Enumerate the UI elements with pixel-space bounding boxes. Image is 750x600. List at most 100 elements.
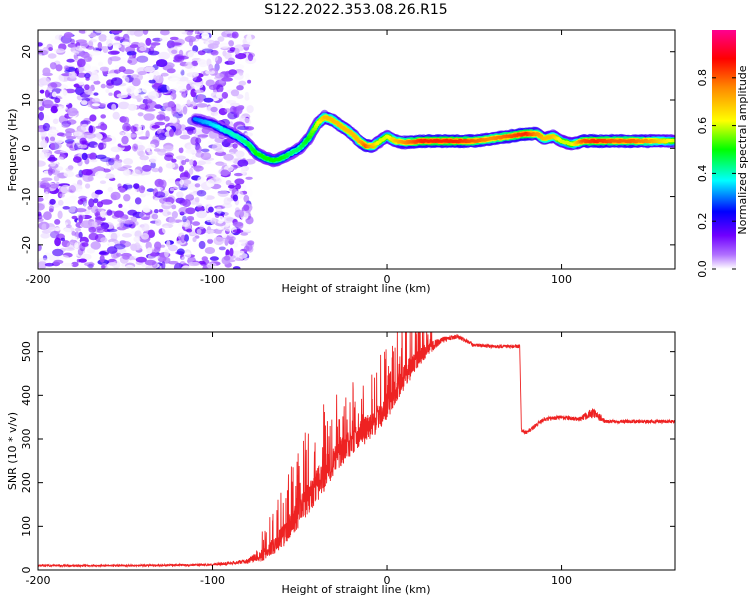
noise-blob bbox=[108, 92, 113, 96]
noise-blob bbox=[224, 108, 232, 113]
noise-blob bbox=[228, 232, 234, 237]
noise-blob bbox=[60, 237, 66, 242]
noise-blob bbox=[206, 262, 217, 269]
noise-blob bbox=[224, 52, 232, 60]
noise-blob bbox=[188, 167, 194, 175]
colorbar-tick-label: 0.0 bbox=[696, 260, 709, 278]
noise-blob bbox=[102, 46, 109, 53]
y-tick-label: 0 bbox=[20, 145, 33, 152]
noise-blob bbox=[53, 259, 64, 265]
noise-blob bbox=[84, 84, 90, 90]
y-tick-label: 20 bbox=[20, 45, 33, 59]
noise-blob bbox=[184, 35, 197, 43]
noise-blob bbox=[216, 215, 225, 224]
noise-blob bbox=[84, 262, 95, 267]
noise-blob bbox=[91, 97, 101, 103]
noise-blob bbox=[192, 236, 197, 243]
noise-blob bbox=[75, 86, 85, 96]
noise-blob bbox=[124, 219, 134, 225]
noise-blob bbox=[38, 111, 44, 121]
noise-blob bbox=[192, 221, 201, 226]
noise-blob bbox=[229, 247, 234, 257]
noise-blob bbox=[207, 43, 219, 49]
noise-blob bbox=[197, 58, 207, 65]
noise-blob bbox=[63, 222, 68, 226]
noise-blob bbox=[160, 72, 169, 77]
noise-blob bbox=[146, 247, 153, 254]
noise-blob bbox=[41, 149, 49, 153]
noise-blob bbox=[88, 125, 96, 134]
noise-blob bbox=[149, 252, 159, 257]
noise-blob bbox=[197, 94, 204, 103]
y-tick-label: -10 bbox=[20, 188, 33, 206]
noise-blob bbox=[190, 101, 197, 109]
noise-blob bbox=[136, 55, 149, 63]
noise-blob bbox=[171, 107, 177, 116]
noise-blob bbox=[158, 51, 171, 60]
colorbar-tick-label: 0.6 bbox=[696, 117, 709, 135]
noise-blob bbox=[182, 106, 188, 115]
noise-blob bbox=[123, 158, 134, 165]
noise-blob bbox=[56, 75, 65, 83]
noise-blob bbox=[127, 209, 138, 216]
noise-blob bbox=[244, 91, 249, 99]
noise-blob bbox=[150, 161, 156, 169]
noise-blob bbox=[84, 72, 91, 79]
noise-blob bbox=[218, 246, 226, 251]
noise-blob bbox=[112, 111, 120, 120]
snr-line bbox=[38, 332, 675, 569]
colorbar-tick-label: 0.2 bbox=[696, 212, 709, 230]
noise-blob bbox=[41, 229, 52, 234]
chart-title: S122.2022.353.08.26.R15 bbox=[264, 2, 447, 18]
noise-blob bbox=[85, 183, 91, 189]
noise-blob bbox=[141, 85, 151, 93]
x-tick-label: 0 bbox=[384, 574, 391, 587]
noise-blob bbox=[161, 261, 166, 269]
noise-blob bbox=[203, 97, 214, 103]
noise-blob bbox=[238, 239, 249, 243]
noise-blob bbox=[168, 244, 178, 252]
noise-blob bbox=[38, 42, 43, 47]
noise-blob bbox=[181, 159, 187, 166]
noise-blob bbox=[116, 226, 127, 231]
noise-blob bbox=[67, 165, 74, 170]
noise-blob bbox=[221, 91, 229, 99]
noise-blob bbox=[108, 158, 115, 166]
noise-blob bbox=[148, 91, 159, 100]
noise-blob bbox=[135, 256, 147, 263]
noise-blob bbox=[246, 105, 254, 114]
noise-blob bbox=[66, 241, 75, 250]
noise-blob bbox=[108, 241, 115, 248]
noise-blob bbox=[244, 126, 255, 131]
noise-blob bbox=[168, 260, 179, 265]
noise-blob bbox=[52, 248, 64, 257]
noise-blob bbox=[100, 237, 108, 243]
noise-blob bbox=[87, 263, 94, 268]
noise-blob bbox=[88, 198, 95, 208]
noise-blob bbox=[42, 99, 54, 109]
noise-blob bbox=[185, 251, 191, 256]
noise-blob bbox=[247, 79, 252, 84]
y-tick-label: 500 bbox=[20, 341, 33, 362]
noise-blob bbox=[169, 187, 175, 192]
noise-blob bbox=[214, 213, 220, 218]
noise-blob bbox=[66, 58, 75, 63]
noise-blob bbox=[47, 167, 53, 176]
noise-blob bbox=[217, 265, 223, 269]
noise-blob bbox=[171, 73, 183, 79]
noise-blob bbox=[238, 71, 244, 76]
noise-blob bbox=[185, 194, 195, 201]
noise-blob bbox=[61, 240, 71, 248]
noise-blob bbox=[52, 118, 59, 125]
noise-blob bbox=[210, 106, 218, 113]
noise-blob bbox=[46, 86, 53, 92]
noise-blob bbox=[110, 30, 123, 34]
noise-blob bbox=[77, 66, 85, 73]
noise-blob bbox=[156, 114, 166, 121]
noise-blob bbox=[106, 73, 119, 77]
noise-blob bbox=[151, 167, 160, 173]
noise-blob bbox=[236, 105, 243, 113]
noise-blob bbox=[137, 112, 144, 117]
noise-blob bbox=[142, 30, 149, 35]
